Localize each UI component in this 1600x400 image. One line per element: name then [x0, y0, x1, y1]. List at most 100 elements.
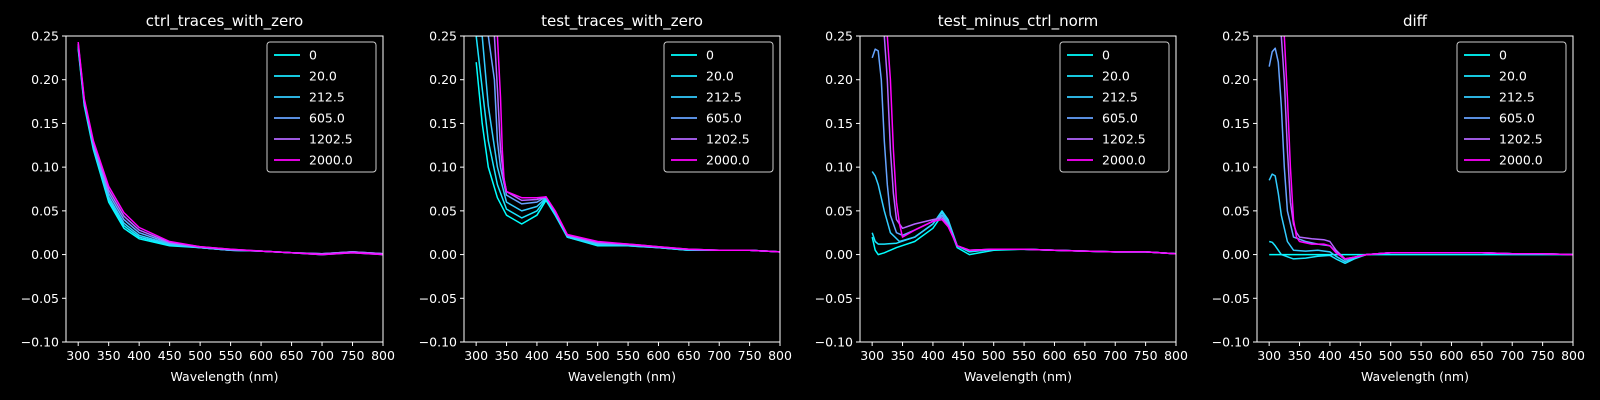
- y-tick-label: 0.10: [825, 160, 853, 175]
- series-line-3: [1268, 173, 1573, 263]
- x-tick-label: 550: [1409, 348, 1433, 363]
- x-tick-label: 550: [219, 348, 243, 363]
- y-tick-label: −0.05: [21, 291, 59, 306]
- x-tick-label: 750: [341, 348, 365, 363]
- legend-label: 0: [309, 48, 317, 63]
- x-tick-label: 800: [768, 348, 792, 363]
- y-tick-label: −0.10: [21, 335, 59, 350]
- legend-label: 1202.5: [706, 132, 750, 147]
- y-tick-label: −0.10: [419, 335, 457, 350]
- legend-label: 20.0: [1102, 69, 1130, 84]
- x-tick-label: 400: [1318, 348, 1342, 363]
- legend-label: 1202.5: [1499, 132, 1543, 147]
- x-tick-label: 650: [1470, 348, 1494, 363]
- x-tick-label: 350: [495, 348, 519, 363]
- y-tick-label: 0.00: [429, 247, 457, 262]
- series-group: [871, 36, 1176, 256]
- chart-title: test_minus_ctrl_norm: [938, 12, 1099, 31]
- x-tick-label: 400: [525, 348, 549, 363]
- y-tick-label: 0.05: [1222, 203, 1250, 218]
- series-group: [475, 36, 780, 253]
- x-tick-label: 650: [1073, 348, 1097, 363]
- y-tick-label: 0.00: [825, 247, 853, 262]
- x-tick-label: 300: [860, 348, 884, 363]
- x-axis-label: Wavelength (nm): [568, 369, 676, 384]
- chart-panel-3: 300 350 400 450 500 550 600 650 700 750 800 −0.10 −0…: [815, 12, 1188, 384]
- series-line-6: [496, 36, 780, 253]
- x-tick-label: 650: [677, 348, 701, 363]
- chart-title: diff: [1403, 12, 1428, 30]
- legend-label: 2000.0: [1102, 153, 1146, 168]
- y-tick-label: 0.10: [1222, 160, 1250, 175]
- x-tick-label: 800: [1561, 348, 1585, 363]
- axes-frame: [1256, 35, 1574, 343]
- y-tick-label: 0.25: [825, 29, 853, 44]
- x-tick-label: 700: [707, 348, 731, 363]
- legend-label: 605.0: [1102, 111, 1138, 126]
- legend-label: 2000.0: [309, 153, 353, 168]
- x-tick-label: 500: [982, 348, 1006, 363]
- chart-title: test_traces_with_zero: [541, 12, 703, 31]
- y-tick-label: −0.10: [815, 335, 853, 350]
- x-tick-label: 500: [586, 348, 610, 363]
- x-tick-label: 600: [1440, 348, 1464, 363]
- y-tick-label: −0.05: [1212, 291, 1250, 306]
- x-tick-label: 500: [1379, 348, 1403, 363]
- series-group: [77, 42, 383, 256]
- legend-label: 20.0: [1499, 69, 1527, 84]
- x-tick-label: 650: [280, 348, 304, 363]
- x-tick-label: 600: [249, 348, 273, 363]
- axes-frame: [65, 35, 384, 343]
- y-tick-label: 0.25: [1222, 29, 1250, 44]
- legend-label: 20.0: [309, 69, 337, 84]
- axes-frame: [859, 35, 1177, 343]
- y-tick-label: 0.15: [31, 116, 59, 131]
- x-tick-label: 400: [921, 348, 945, 363]
- series-line-3: [871, 171, 1176, 255]
- x-tick-label: 300: [1257, 348, 1281, 363]
- x-tick-label: 500: [188, 348, 212, 363]
- x-tick-label: 300: [66, 348, 90, 363]
- y-tick-label: −0.05: [815, 291, 853, 306]
- x-tick-label: 600: [647, 348, 671, 363]
- y-tick-label: 0.00: [31, 247, 59, 262]
- x-tick-label: 450: [158, 348, 182, 363]
- series-line-6: [886, 36, 1176, 255]
- x-tick-label: 800: [1164, 348, 1188, 363]
- x-tick-label: 750: [1134, 348, 1158, 363]
- y-tick-label: 0.05: [31, 203, 59, 218]
- y-tick-label: 0.00: [1222, 247, 1250, 262]
- legend-label: 0: [1499, 48, 1507, 63]
- y-tick-label: 0.20: [429, 72, 457, 87]
- y-tick-label: 0.25: [429, 29, 457, 44]
- y-tick-label: 0.25: [31, 29, 59, 44]
- legend: 0 20.0 212.5 605.0 1202.5 2000.0: [266, 41, 377, 173]
- chart-panel-2: 300 350 400 450 500 550 600 650 700 750 800 −0.10 −0…: [419, 12, 792, 384]
- legend: 0 20.0 212.5 605.0 1202.5 2000.0: [1059, 41, 1170, 173]
- y-tick-label: −0.05: [419, 291, 457, 306]
- legend: 0 20.0 212.5 605.0 1202.5 2000.0: [663, 41, 774, 173]
- x-tick-label: 700: [1500, 348, 1524, 363]
- x-tick-label: 400: [127, 348, 151, 363]
- y-tick-label: 0.15: [429, 116, 457, 131]
- chart-title: ctrl_traces_with_zero: [146, 12, 303, 31]
- legend-label: 212.5: [1102, 90, 1138, 105]
- x-axis-label: Wavelength (nm): [171, 369, 279, 384]
- series-line-6: [77, 42, 383, 256]
- series-group: [1268, 36, 1573, 265]
- x-tick-label: 800: [371, 348, 395, 363]
- x-tick-label: 550: [616, 348, 640, 363]
- x-tick-label: 600: [1043, 348, 1067, 363]
- legend-label: 2000.0: [706, 153, 750, 168]
- x-tick-label: 450: [951, 348, 975, 363]
- x-tick-label: 300: [464, 348, 488, 363]
- chart-panel-1: 300 350 400 450 500 550 600 650 700 750 800 −0.10 −0…: [21, 12, 395, 384]
- legend-label: 20.0: [706, 69, 734, 84]
- legend: 0 20.0 212.5 605.0 1202.5 2000.0: [1456, 41, 1567, 173]
- x-tick-label: 750: [1531, 348, 1555, 363]
- x-tick-label: 700: [1103, 348, 1127, 363]
- y-tick-label: 0.05: [429, 203, 457, 218]
- x-tick-label: 700: [310, 348, 334, 363]
- legend-label: 1202.5: [1102, 132, 1146, 147]
